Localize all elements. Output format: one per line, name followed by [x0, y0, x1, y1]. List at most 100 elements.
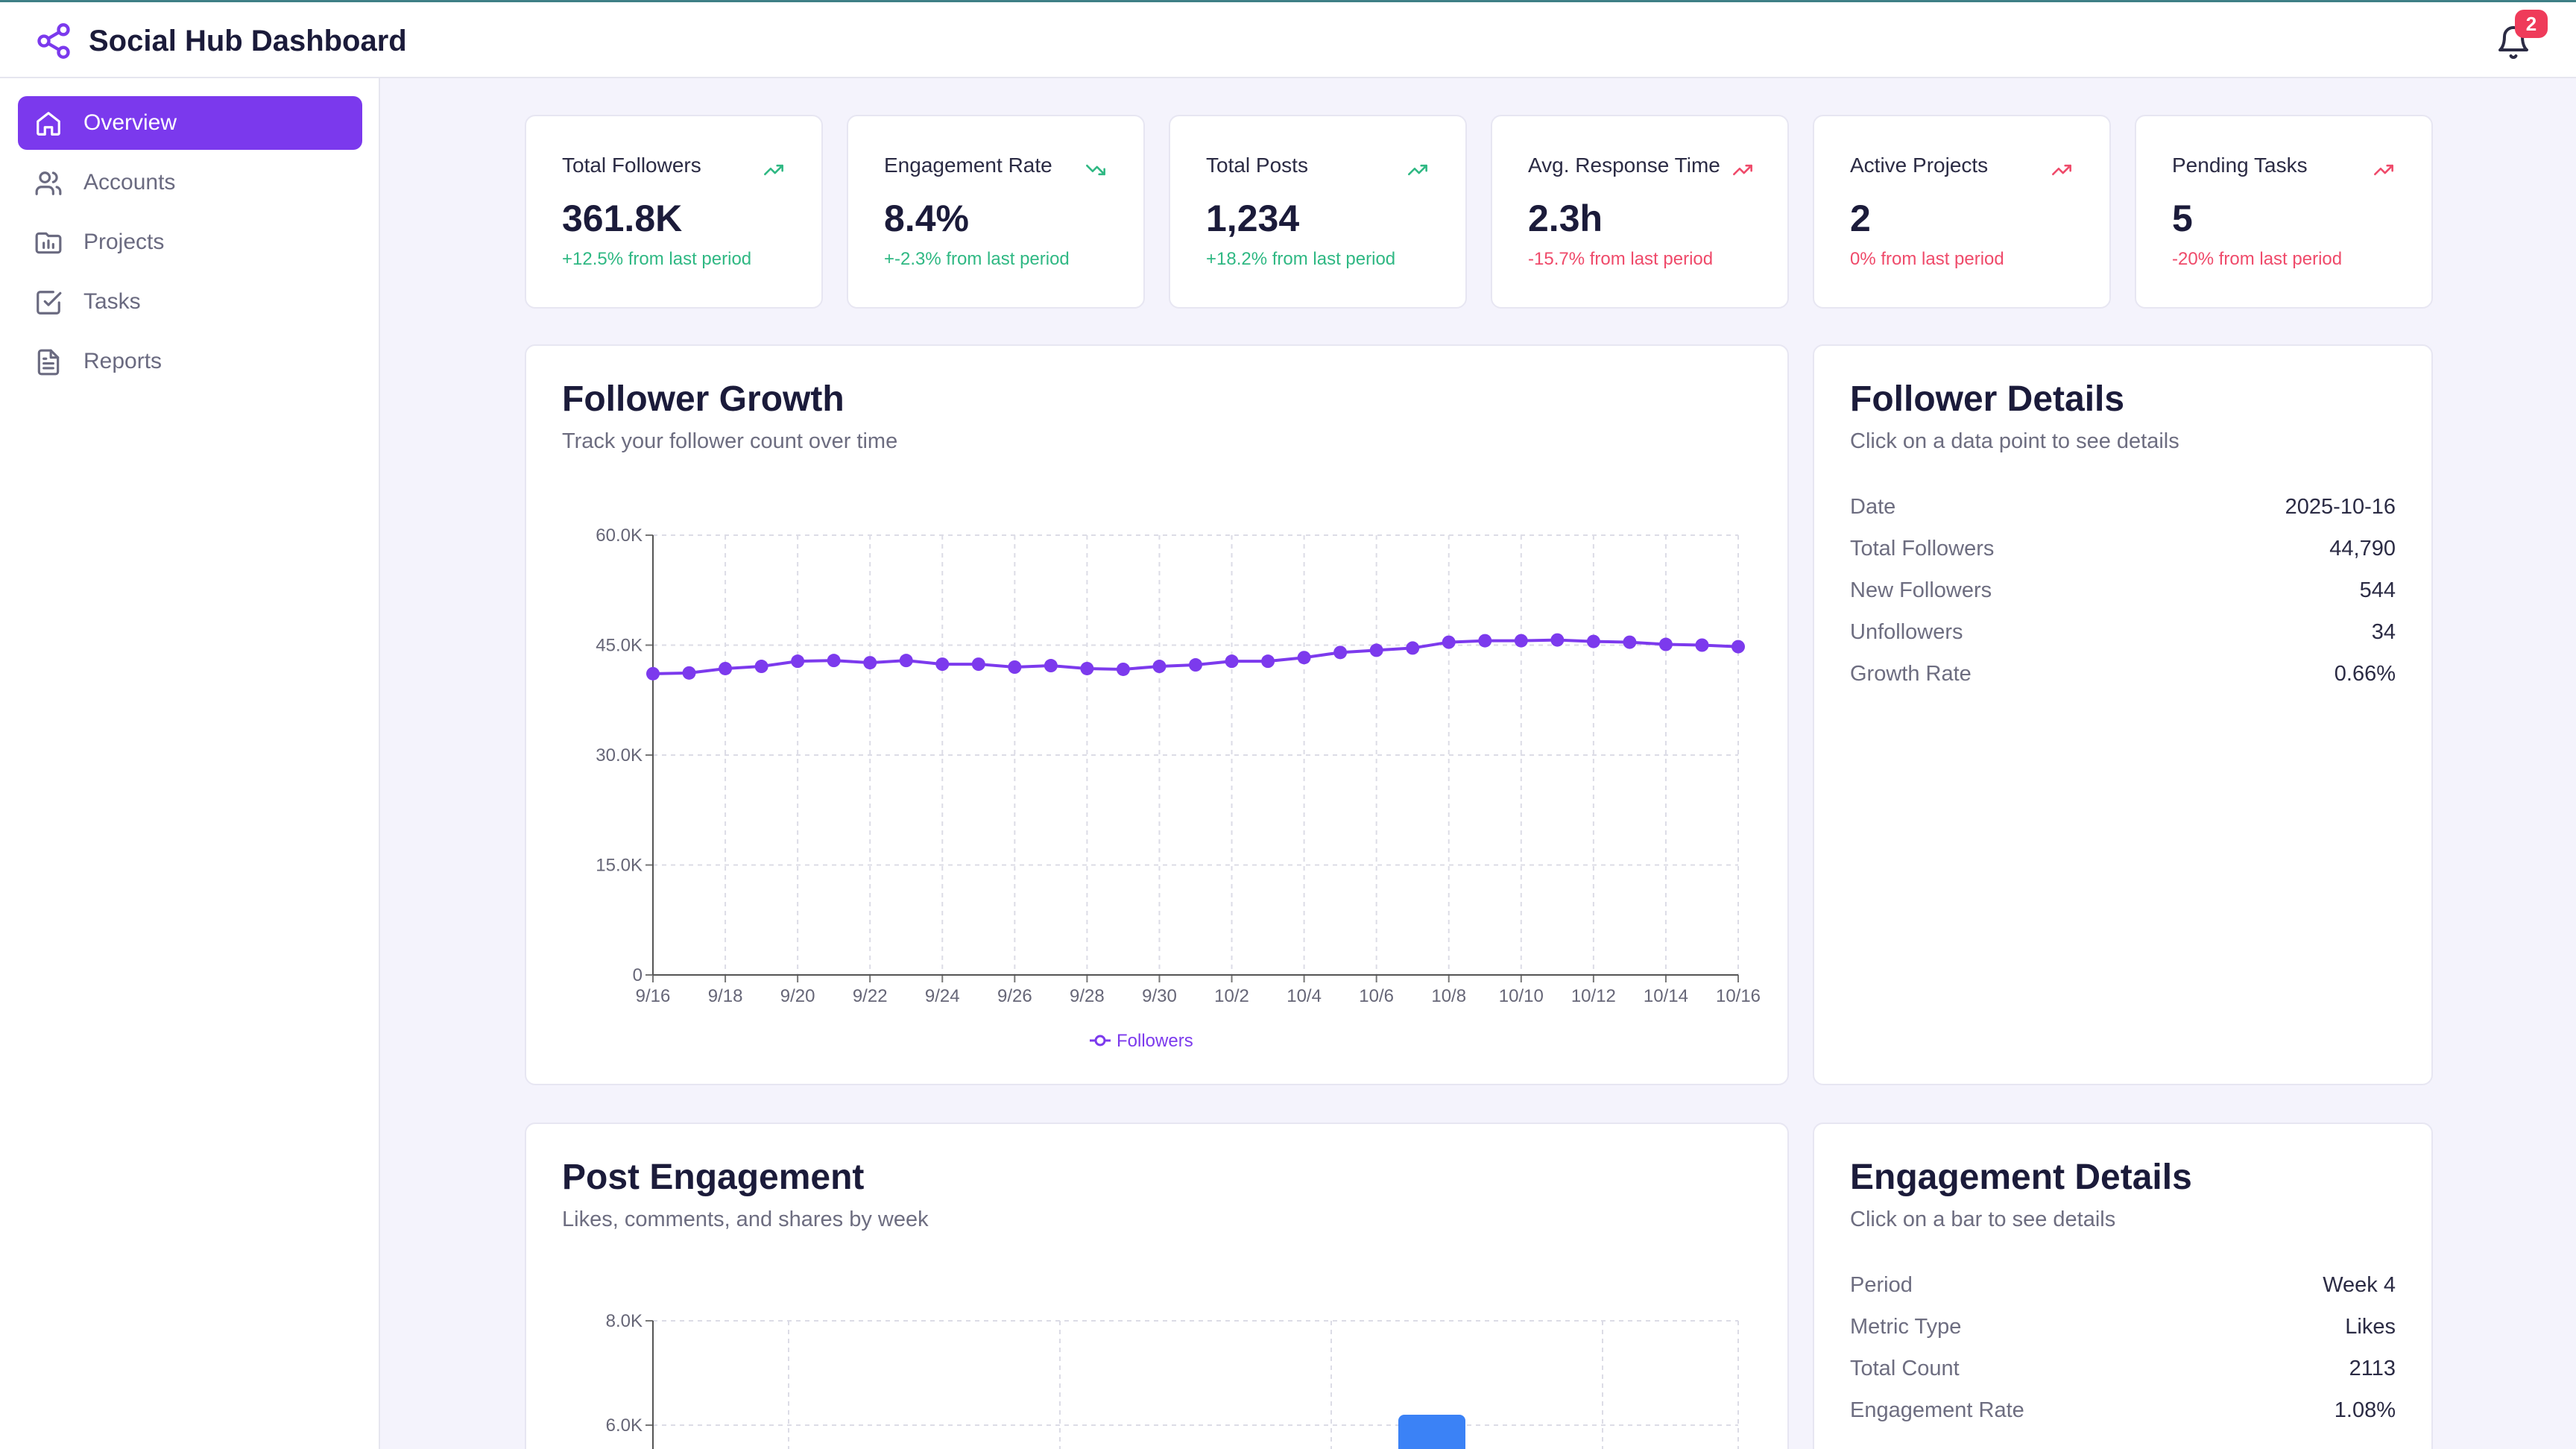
- data-point[interactable]: [754, 660, 768, 674]
- data-point[interactable]: [1008, 660, 1022, 674]
- detail-key: Date: [1850, 495, 1896, 519]
- stat-label: Avg. Response Time: [1528, 154, 1720, 177]
- app-title: Social Hub Dashboard: [89, 25, 407, 57]
- trending-up-icon: [1733, 164, 1752, 176]
- data-point[interactable]: [1225, 654, 1239, 669]
- data-point[interactable]: [1658, 637, 1673, 651]
- sidebar: Overview Accounts Projects Tasks Reports: [0, 78, 380, 1449]
- detail-key: Engagement Rate: [1850, 1398, 2024, 1422]
- data-point[interactable]: [863, 656, 877, 670]
- data-point[interactable]: [1695, 638, 1709, 652]
- detail-value: 1.08%: [2334, 1398, 2396, 1422]
- data-point[interactable]: [1586, 634, 1600, 648]
- data-point[interactable]: [1406, 641, 1420, 655]
- x-tick-label: 10/4: [1287, 986, 1322, 1006]
- legend-marker-icon: [1094, 1035, 1106, 1046]
- data-point[interactable]: [1080, 661, 1094, 675]
- data-point[interactable]: [791, 654, 805, 669]
- data-point[interactable]: [1550, 633, 1565, 647]
- card-title: Follower Growth: [562, 379, 845, 419]
- data-point[interactable]: [1623, 635, 1637, 649]
- data-point[interactable]: [1442, 635, 1456, 649]
- x-tick-label: 9/28: [1070, 986, 1105, 1006]
- x-tick-label: 9/24: [925, 986, 960, 1006]
- x-tick-label: 9/22: [853, 986, 888, 1006]
- data-point[interactable]: [1297, 651, 1311, 665]
- x-tick-label: 9/26: [997, 986, 1032, 1006]
- detail-row: Total Count 2113: [1850, 1357, 2396, 1386]
- sidebar-item-tasks[interactable]: Tasks: [18, 275, 362, 329]
- detail-key: Total Count: [1850, 1357, 1960, 1380]
- x-tick-label: 10/12: [1571, 986, 1616, 1006]
- stat-value: 2.3h: [1528, 198, 1603, 239]
- detail-row: New Followers 544: [1850, 578, 2396, 608]
- x-tick-label: 9/20: [780, 986, 815, 1006]
- detail-value: Week 4: [2323, 1273, 2396, 1297]
- data-point[interactable]: [1478, 634, 1492, 648]
- stat-label: Total Followers: [562, 154, 701, 177]
- stat-card-total-posts: Total Posts 1,234 +18.2% from last perio…: [1169, 115, 1467, 309]
- stat-label: Engagement Rate: [884, 154, 1052, 177]
- trending-up-icon: [2052, 164, 2071, 176]
- data-point[interactable]: [1369, 643, 1383, 657]
- likes-bar[interactable]: [1398, 1415, 1465, 1449]
- folder-chart-icon: [35, 232, 62, 254]
- data-point[interactable]: [1044, 659, 1058, 673]
- data-point[interactable]: [682, 666, 696, 680]
- trending-up-icon: [2374, 164, 2393, 176]
- y-tick-label: 6.0K: [606, 1415, 643, 1436]
- notification-badge[interactable]: 2: [2515, 10, 2548, 38]
- bell-icon[interactable]: [2496, 25, 2531, 60]
- sidebar-item-label: Reports: [83, 349, 162, 373]
- data-point[interactable]: [646, 666, 660, 681]
- data-point[interactable]: [1152, 660, 1167, 674]
- data-point[interactable]: [1514, 634, 1528, 648]
- card-title: Post Engagement: [562, 1158, 865, 1197]
- data-point[interactable]: [899, 654, 913, 668]
- stat-change: +18.2% from last period: [1206, 249, 1396, 269]
- data-point[interactable]: [719, 661, 733, 675]
- detail-key: Total Followers: [1850, 537, 1995, 561]
- follower-details-card: Follower Details Click on a data point t…: [1813, 344, 2433, 1085]
- stat-label: Active Projects: [1850, 154, 1989, 177]
- follower-growth-chart[interactable]: 0 15.0K 30.0K 45.0K 60.0K 9/16 9/18 9/20 9/22 9/2…: [526, 346, 1790, 1087]
- follower-growth-card: Follower Growth Track your follower coun…: [525, 344, 1789, 1085]
- x-tick-label: 9/18: [708, 986, 743, 1006]
- detail-row: Engagement Rate 1.08%: [1850, 1398, 2396, 1428]
- detail-key: Period: [1850, 1273, 1913, 1297]
- stat-card-pending-tasks: Pending Tasks 5 -20% from last period: [2135, 115, 2433, 309]
- x-tick-label: 10/10: [1499, 986, 1544, 1006]
- sidebar-item-projects[interactable]: Projects: [18, 215, 362, 269]
- stat-card-avg-response-time: Avg. Response Time 2.3h -15.7% from last…: [1491, 115, 1789, 309]
- stat-change: +-2.3% from last period: [884, 249, 1070, 269]
- data-point[interactable]: [1261, 654, 1275, 669]
- checkbox-icon: [37, 291, 62, 315]
- data-point[interactable]: [1731, 640, 1745, 654]
- card-subtitle: Likes, comments, and shares by week: [562, 1208, 929, 1231]
- detail-key: New Followers: [1850, 578, 1992, 602]
- stat-change: 0% from last period: [1850, 249, 2004, 269]
- data-point[interactable]: [935, 657, 950, 672]
- detail-key: Unfollowers: [1850, 620, 1963, 644]
- post-engagement-chart[interactable]: 6.0K 8.0K: [526, 1124, 1790, 1449]
- stat-change: -20% from last period: [2172, 249, 2343, 269]
- x-tick-label: 9/30: [1142, 986, 1177, 1006]
- stat-card-engagement-rate: Engagement Rate 8.4% +-2.3% from last pe…: [847, 115, 1145, 309]
- detail-value: 544: [2359, 578, 2396, 602]
- sidebar-item-accounts[interactable]: Accounts: [18, 156, 362, 209]
- x-tick-label: 10/14: [1644, 986, 1688, 1006]
- data-point[interactable]: [1116, 662, 1130, 676]
- data-point[interactable]: [1189, 658, 1202, 672]
- document-icon: [37, 349, 60, 376]
- detail-value: 44,790: [2329, 537, 2396, 561]
- stat-value: 5: [2172, 198, 2193, 239]
- y-tick-label: 8.0K: [606, 1311, 643, 1331]
- sidebar-item-reports[interactable]: Reports: [18, 335, 362, 388]
- stat-value: 361.8K: [562, 198, 683, 239]
- top-bar: Social Hub Dashboard 2: [0, 0, 2576, 78]
- data-point[interactable]: [827, 654, 841, 668]
- data-point[interactable]: [1333, 645, 1348, 660]
- post-engagement-card: Post Engagement Likes, comments, and sha…: [525, 1123, 1789, 1449]
- data-point[interactable]: [971, 657, 985, 672]
- sidebar-item-overview[interactable]: Overview: [18, 96, 362, 150]
